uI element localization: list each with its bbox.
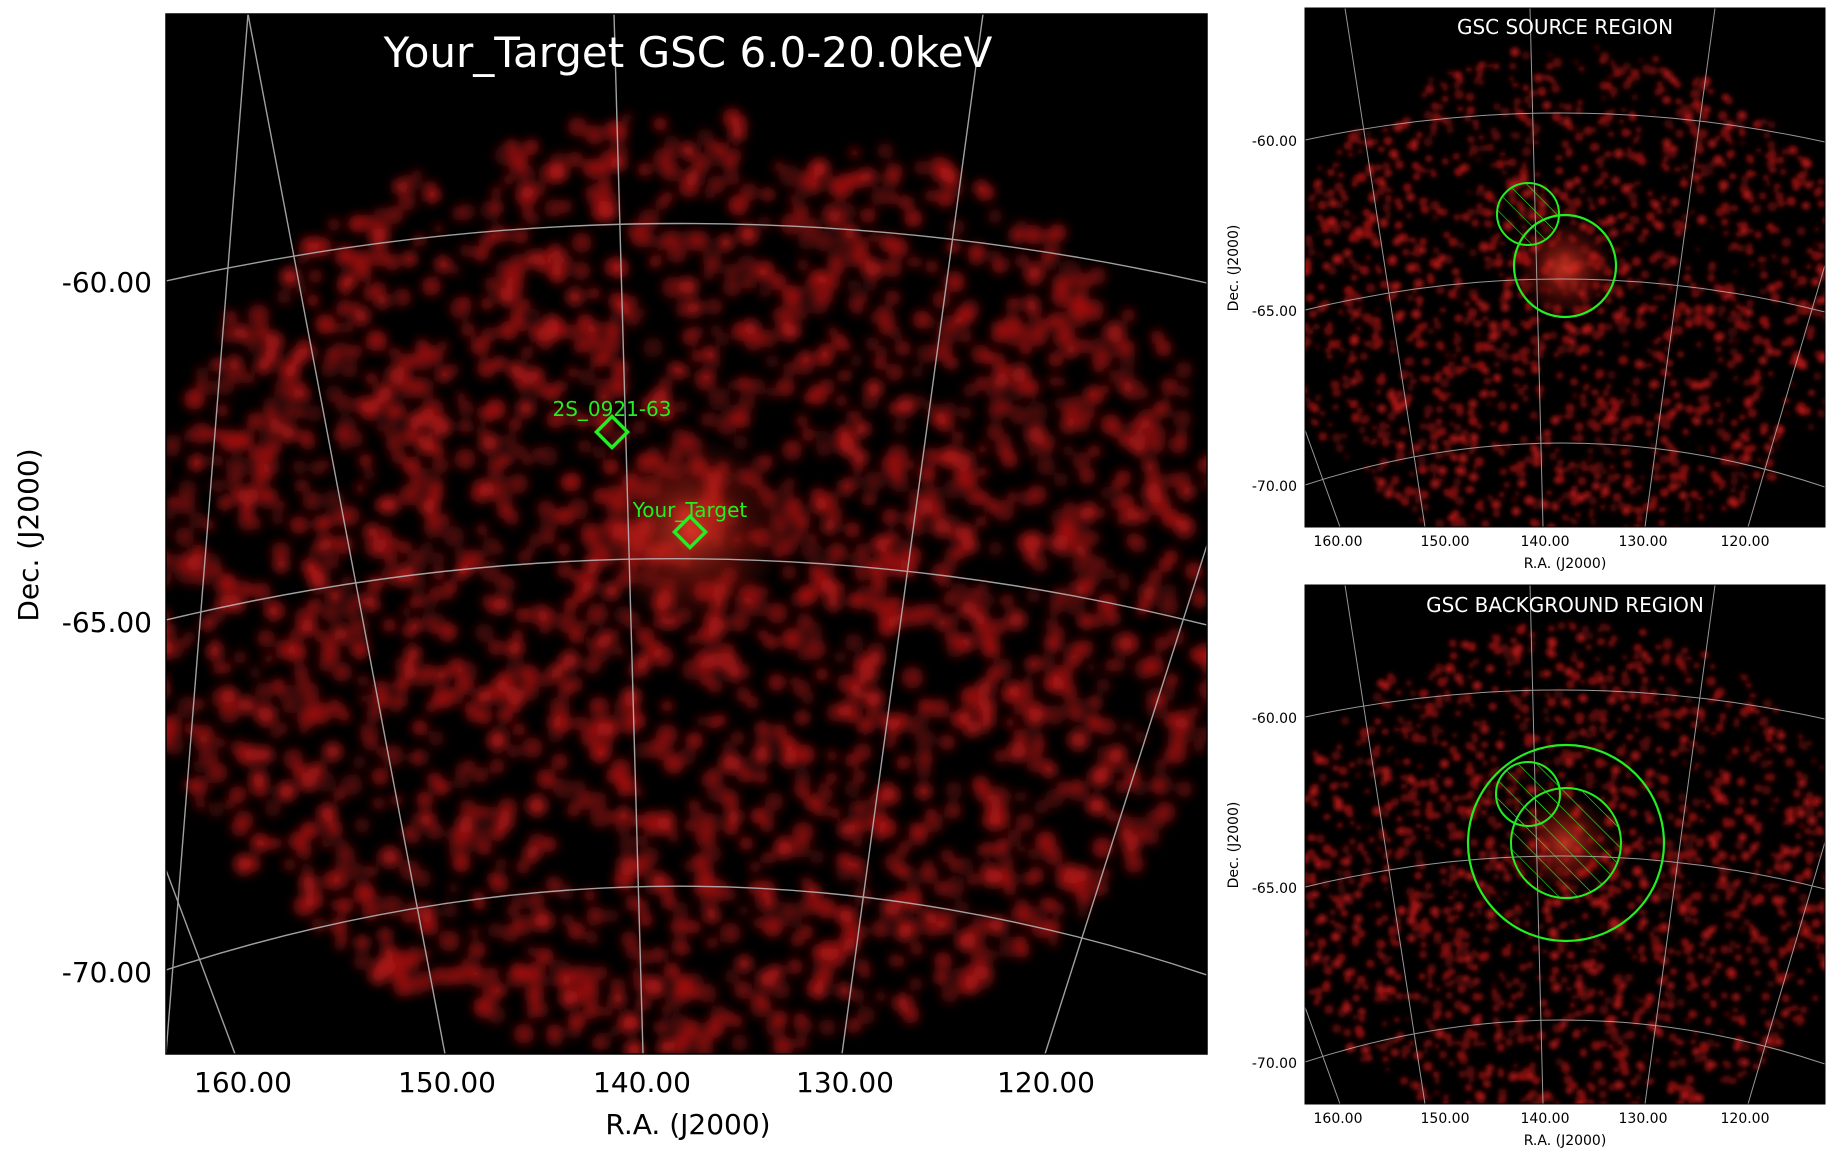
main-x-tick: 150.00 xyxy=(398,1066,496,1099)
source-x-axis-label: R.A. (J2000) xyxy=(1524,556,1607,572)
background-x-tick: 160.00 xyxy=(1314,1111,1363,1127)
source-y-axis-label: Dec. (J2000) xyxy=(1226,225,1242,312)
source-y-ticks: -60.00 -65.00 -70.00 xyxy=(1252,134,1297,495)
background-region-panel: GSC BACKGROUND REGION 160.00 150.00 140.… xyxy=(1226,584,1826,1149)
background-panel-title: GSC BACKGROUND REGION xyxy=(1426,593,1704,617)
main-x-tick: 120.00 xyxy=(997,1066,1095,1099)
main-x-tick: 140.00 xyxy=(593,1066,691,1099)
background-y-ticks: -60.00 -65.00 -70.00 xyxy=(1252,711,1297,1072)
background-x-tick: 120.00 xyxy=(1721,1111,1770,1127)
source-excluded-region xyxy=(1496,182,1560,246)
source-x-tick: 140.00 xyxy=(1521,534,1570,550)
main-x-tick: 130.00 xyxy=(796,1066,894,1099)
source-extraction-circle xyxy=(1512,213,1618,319)
source-x-tick: 130.00 xyxy=(1619,534,1668,550)
marker-2s-diamond xyxy=(593,413,631,451)
background-x-tick: 150.00 xyxy=(1421,1111,1470,1127)
marker-your-target: Your_Target xyxy=(632,498,748,551)
main-y-axis-label: Dec. (J2000) xyxy=(12,448,45,621)
background-y-tick: -70.00 xyxy=(1252,1056,1297,1072)
main-x-axis-label: R.A. (J2000) xyxy=(605,1108,770,1141)
main-x-ticks: 160.00 150.00 140.00 130.00 120.00 xyxy=(194,1066,1095,1099)
source-y-tick: -60.00 xyxy=(1252,134,1297,150)
marker-target-diamond xyxy=(671,513,709,551)
background-excluded-2s xyxy=(1495,761,1561,827)
background-y-axis-label: Dec. (J2000) xyxy=(1226,802,1242,889)
background-y-tick: -60.00 xyxy=(1252,711,1297,727)
main-panel: 2S_0921-63 Your_Target Your_Target GSC 6… xyxy=(12,13,1208,1141)
background-annulus-outer xyxy=(1466,743,1666,943)
background-x-axis-label: R.A. (J2000) xyxy=(1524,1133,1607,1149)
background-frame xyxy=(1304,584,1826,1105)
main-coordinate-grid xyxy=(166,14,1207,1054)
source-y-tick: -70.00 xyxy=(1252,479,1297,495)
marker-target-label: Your_Target xyxy=(632,498,748,522)
main-title: Your_Target GSC 6.0-20.0keV xyxy=(383,28,993,77)
source-x-ticks: 160.00 150.00 140.00 130.00 120.00 xyxy=(1314,534,1770,550)
main-y-ticks: -60.00 -65.00 -70.00 xyxy=(62,266,152,989)
marker-2s-0921-63: 2S_0921-63 xyxy=(553,397,672,451)
source-x-tick: 120.00 xyxy=(1721,534,1770,550)
background-x-tick: 130.00 xyxy=(1619,1111,1668,1127)
marker-2s-label: 2S_0921-63 xyxy=(553,397,672,421)
background-emission-field xyxy=(1305,621,1825,1104)
source-region-panel: GSC SOURCE REGION 160.00 150.00 140.00 1… xyxy=(1226,7,1826,572)
source-x-tick: 160.00 xyxy=(1314,534,1363,550)
source-panel-title: GSC SOURCE REGION xyxy=(1457,15,1673,39)
main-x-tick: 160.00 xyxy=(194,1066,292,1099)
source-coordinate-grid xyxy=(1305,8,1825,527)
background-y-tick: -65.00 xyxy=(1252,881,1297,897)
source-target-glow xyxy=(1517,220,1613,316)
main-y-tick: -60.00 xyxy=(62,266,152,299)
source-x-tick: 150.00 xyxy=(1421,534,1470,550)
main-y-tick: -70.00 xyxy=(62,956,152,989)
background-x-tick: 140.00 xyxy=(1521,1111,1570,1127)
source-emission-field xyxy=(1305,45,1825,527)
main-y-tick: -65.00 xyxy=(62,606,152,639)
main-frame xyxy=(165,13,1208,1055)
background-x-ticks: 160.00 150.00 140.00 130.00 120.00 xyxy=(1314,1111,1770,1127)
target-glow xyxy=(595,435,785,625)
source-frame xyxy=(1304,7,1826,528)
source-y-tick: -65.00 xyxy=(1252,304,1297,320)
